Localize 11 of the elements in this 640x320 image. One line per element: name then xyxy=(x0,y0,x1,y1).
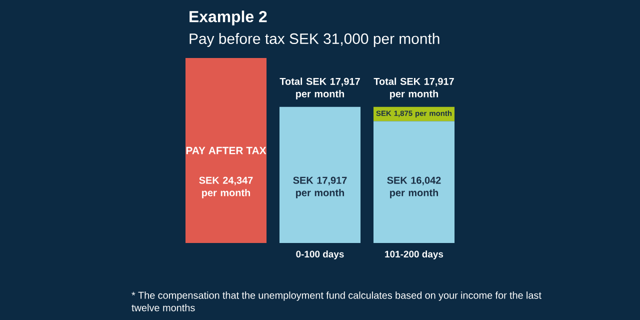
total-label: Total SEK 17,917 per month xyxy=(280,78,360,100)
chart-title: Example 2 xyxy=(190,10,267,26)
x-tick-label: 0-100 days xyxy=(296,250,344,260)
chart-subtitle: Pay before tax SEK 31,000 per month xyxy=(190,33,440,47)
annotation: PAY AFTER TAX xyxy=(186,146,266,154)
data-label: SEK 16,042 per month xyxy=(387,176,441,198)
total-label: Total SEK 17,917 per month xyxy=(374,78,454,100)
data-label: SEK 17,917 per month xyxy=(293,176,347,198)
x-tick-label: 101-200 days xyxy=(385,250,444,260)
data-label: SEK 24,347 per month xyxy=(199,176,253,198)
text: * The compensation that the unemployment fund calculates based on your income for the last twelve months xyxy=(132,292,542,312)
